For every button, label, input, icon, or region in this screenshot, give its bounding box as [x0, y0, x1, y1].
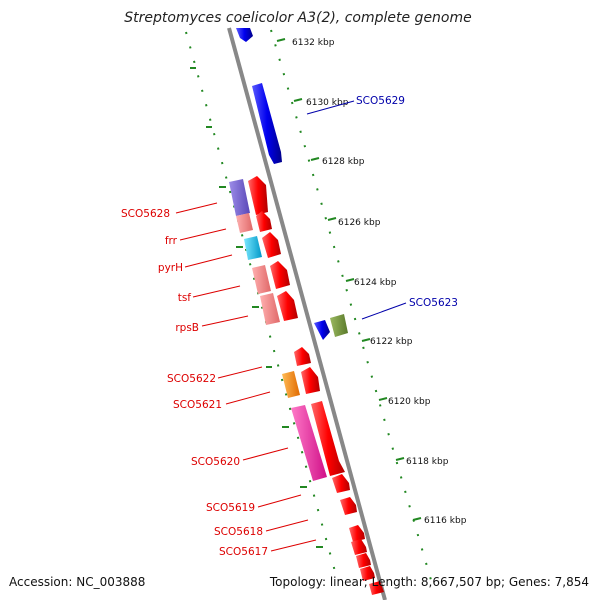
reverse-strand-genes [236, 28, 348, 340]
forward-strand-genes [229, 176, 384, 595]
gene-arrow-sco5619[interactable] [332, 474, 350, 493]
ruler-track-right [270, 29, 432, 581]
gene-label-sco5617[interactable]: SCO5617 [219, 546, 268, 558]
ruler-tick-label: 6126 kbp [338, 218, 381, 228]
ruler-tick [345, 278, 355, 282]
gene-block-sco5623[interactable] [330, 314, 348, 337]
ruler-tick-label: 6118 kbp [406, 457, 449, 467]
gene-arrow-tsf[interactable] [270, 261, 290, 289]
ruler-tick-label: 6130 kbp [306, 98, 349, 108]
gene-labels-right: SCO5629 SCO5623 [356, 95, 458, 309]
ruler-tick [327, 217, 337, 221]
topology-text: Topology: linear; Length: 8,667,507 bp; … [269, 575, 589, 589]
ruler-tick-label: 6116 kbp [424, 516, 467, 526]
ruler-tick [412, 517, 422, 521]
gene-label-sco5620[interactable]: SCO5620 [191, 456, 240, 468]
gene-block-rpsb[interactable] [260, 293, 280, 325]
gene-arrow-sco5623[interactable] [314, 320, 330, 340]
ruler-ticks: 6132 kbp 6130 kbp 6128 kbp 6126 kbp 6124… [276, 38, 467, 526]
gene-label-tsf[interactable]: tsf [178, 292, 192, 304]
gene-label-sco5628[interactable]: SCO5628 [121, 208, 170, 220]
gene-block-sco5620[interactable] [291, 405, 327, 481]
gene-arrow-frr[interactable] [256, 211, 272, 232]
gene-arrow-sco5614[interactable] [369, 581, 384, 595]
ruler-minor-ticks [190, 67, 323, 548]
gene-labels-left: SCO5628 frr pyrH tsf rpsB SCO5622 SCO562… [121, 208, 268, 558]
gene-label-sco5623[interactable]: SCO5623 [409, 297, 458, 309]
ruler-tick [276, 38, 286, 42]
gene-label-pyrh[interactable]: pyrH [158, 262, 183, 274]
gene-block-sco5628[interactable] [229, 179, 250, 216]
accession-text: Accession: NC_003888 [9, 575, 145, 589]
gene-arrow-sco5620[interactable] [311, 401, 345, 476]
gene-arrow-sco5615[interactable] [360, 566, 375, 581]
gene-label-rpsb[interactable]: rpsB [175, 322, 199, 334]
ruler-tick-label: 6128 kbp [322, 157, 365, 167]
ruler-tick-label: 6124 kbp [354, 278, 397, 288]
ruler-tick-label: 6132 kbp [292, 38, 335, 48]
gene-arrow-sco5616[interactable] [356, 553, 371, 568]
gene-block-tsf[interactable] [252, 265, 271, 294]
ruler-tick-label: 6122 kbp [370, 337, 413, 347]
label-leaders-left [175, 202, 317, 552]
ruler-tick-label: 6120 kbp [388, 397, 431, 407]
gene-label-sco5621[interactable]: SCO5621 [173, 399, 222, 411]
gene-arrow-rpsb[interactable] [277, 291, 298, 321]
genome-backbone [227, 27, 387, 600]
gene-label-sco5618[interactable]: SCO5618 [214, 526, 263, 538]
gene-arrow-sco5630[interactable] [236, 28, 253, 42]
gene-block-sco5621[interactable] [282, 371, 300, 398]
gene-arrow-sco5618[interactable] [340, 497, 357, 515]
gene-arrow-sco5617b[interactable] [351, 539, 367, 555]
gene-arrow-sco5617a[interactable] [349, 525, 365, 542]
gene-block-frr[interactable] [236, 213, 253, 233]
map-title: Streptomyces coelicolor A3(2), complete … [124, 10, 472, 26]
gene-arrow-sco5629[interactable] [252, 83, 282, 164]
gene-block-pyrh[interactable] [244, 236, 262, 260]
ruler-tick [361, 338, 371, 342]
ruler-tick [395, 457, 405, 461]
ruler-tick [293, 98, 303, 102]
gene-arrow-sco5621[interactable] [301, 367, 320, 394]
gene-label-sco5619[interactable]: SCO5619 [206, 502, 255, 514]
ruler-tick [378, 397, 388, 401]
label-leaders-right [306, 100, 407, 320]
gene-label-sco5622[interactable]: SCO5622 [167, 373, 216, 385]
gene-label-frr[interactable]: frr [165, 235, 178, 247]
gene-arrow-pyrh[interactable] [262, 232, 281, 258]
ruler-tick [310, 157, 320, 161]
gene-arrow-sco5622[interactable] [294, 347, 311, 366]
gene-label-sco5629[interactable]: SCO5629 [356, 95, 405, 107]
gene-arrow-sco5628[interactable] [248, 176, 268, 215]
